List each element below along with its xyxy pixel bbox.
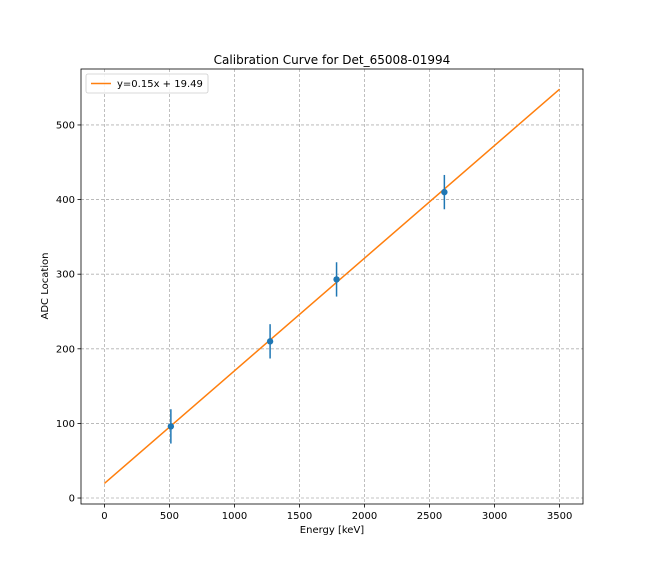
x-tick-label: 2500: [417, 511, 442, 522]
x-tick-label: 3500: [547, 511, 572, 522]
plot-frame: [80, 68, 584, 505]
y-tick-label: 500: [56, 120, 75, 131]
data-point: [333, 276, 340, 283]
x-tick-label: 1500: [287, 511, 312, 522]
x-tick-label: 500: [160, 511, 179, 522]
y-tick-label: 100: [56, 419, 75, 430]
y-tick-label: 0: [69, 494, 75, 505]
data-point: [266, 338, 274, 345]
x-tick-label: 3000: [482, 511, 507, 522]
grid: [81, 69, 583, 504]
y-tick-label: 400: [56, 195, 75, 206]
y-tick-label: 300: [56, 270, 75, 281]
x-tick-label: 1000: [222, 511, 247, 522]
data-point: [167, 423, 175, 430]
fit-line: [103, 88, 561, 485]
legend-label: y=0.15x + 19.49: [117, 79, 203, 90]
legend-box: [85, 73, 209, 94]
legend: y=0.15x + 19.49: [85, 73, 209, 94]
plot-data: [103, 88, 561, 485]
x-tick-label: 0: [101, 511, 107, 522]
y-tick-label: 200: [56, 344, 75, 355]
data-point: [441, 188, 448, 196]
chart-title: Calibration Curve for Det_65008-01994: [214, 53, 451, 67]
x-axis-label: Energy [keV]: [300, 525, 365, 536]
x-tick-label: 2000: [352, 511, 377, 522]
axis-ticks: 0 500 1000 1500 2000 2500 3000 3500 0 100 200 300 40…: [56, 120, 572, 522]
y-axis-label: ADC Location: [40, 253, 51, 320]
